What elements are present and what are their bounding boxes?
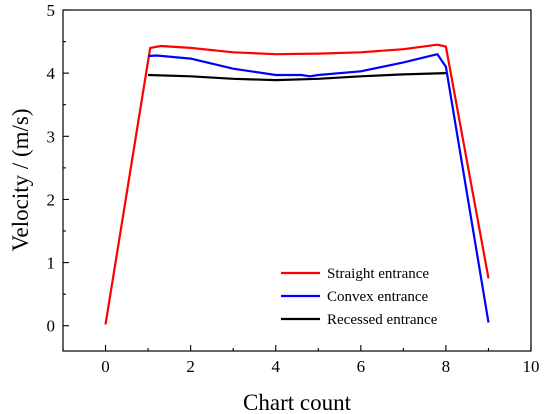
y-tick-label: 2 [47, 190, 56, 209]
axis-ticks: 0 2 4 6 8 10 0 1 2 3 4 5 [47, 1, 540, 376]
x-tick-label: 4 [271, 357, 280, 376]
x-tick-label: 8 [442, 357, 451, 376]
y-tick-label: 3 [47, 127, 56, 146]
x-tick-label: 6 [357, 357, 366, 376]
y-tick-label: 0 [47, 317, 56, 336]
x-axis-title: Chart count [243, 390, 352, 414]
y-tick-label: 4 [47, 64, 56, 83]
series-layer [104, 43, 490, 325]
y-tick-label: 1 [47, 254, 56, 273]
plot-frame [62, 9, 532, 352]
x-tick-label: 10 [523, 357, 540, 376]
legend-label-straight-entrance: Straight entrance [327, 266, 429, 282]
series-line-convex-entrance [148, 53, 490, 323]
x-tick-label: 2 [186, 357, 195, 376]
series-line-recessed-entrance [148, 72, 446, 82]
series-line-straight-entrance [104, 43, 490, 325]
legend: Straight entrance Convex entrance Recess… [281, 266, 438, 328]
legend-label-convex-entrance: Convex entrance [327, 289, 429, 305]
y-tick-label: 5 [47, 1, 56, 20]
y-axis-title: Velocity / (m/s) [8, 108, 33, 251]
x-tick-label: 0 [101, 357, 110, 376]
legend-label-recessed-entrance: Recessed entrance [327, 312, 438, 328]
